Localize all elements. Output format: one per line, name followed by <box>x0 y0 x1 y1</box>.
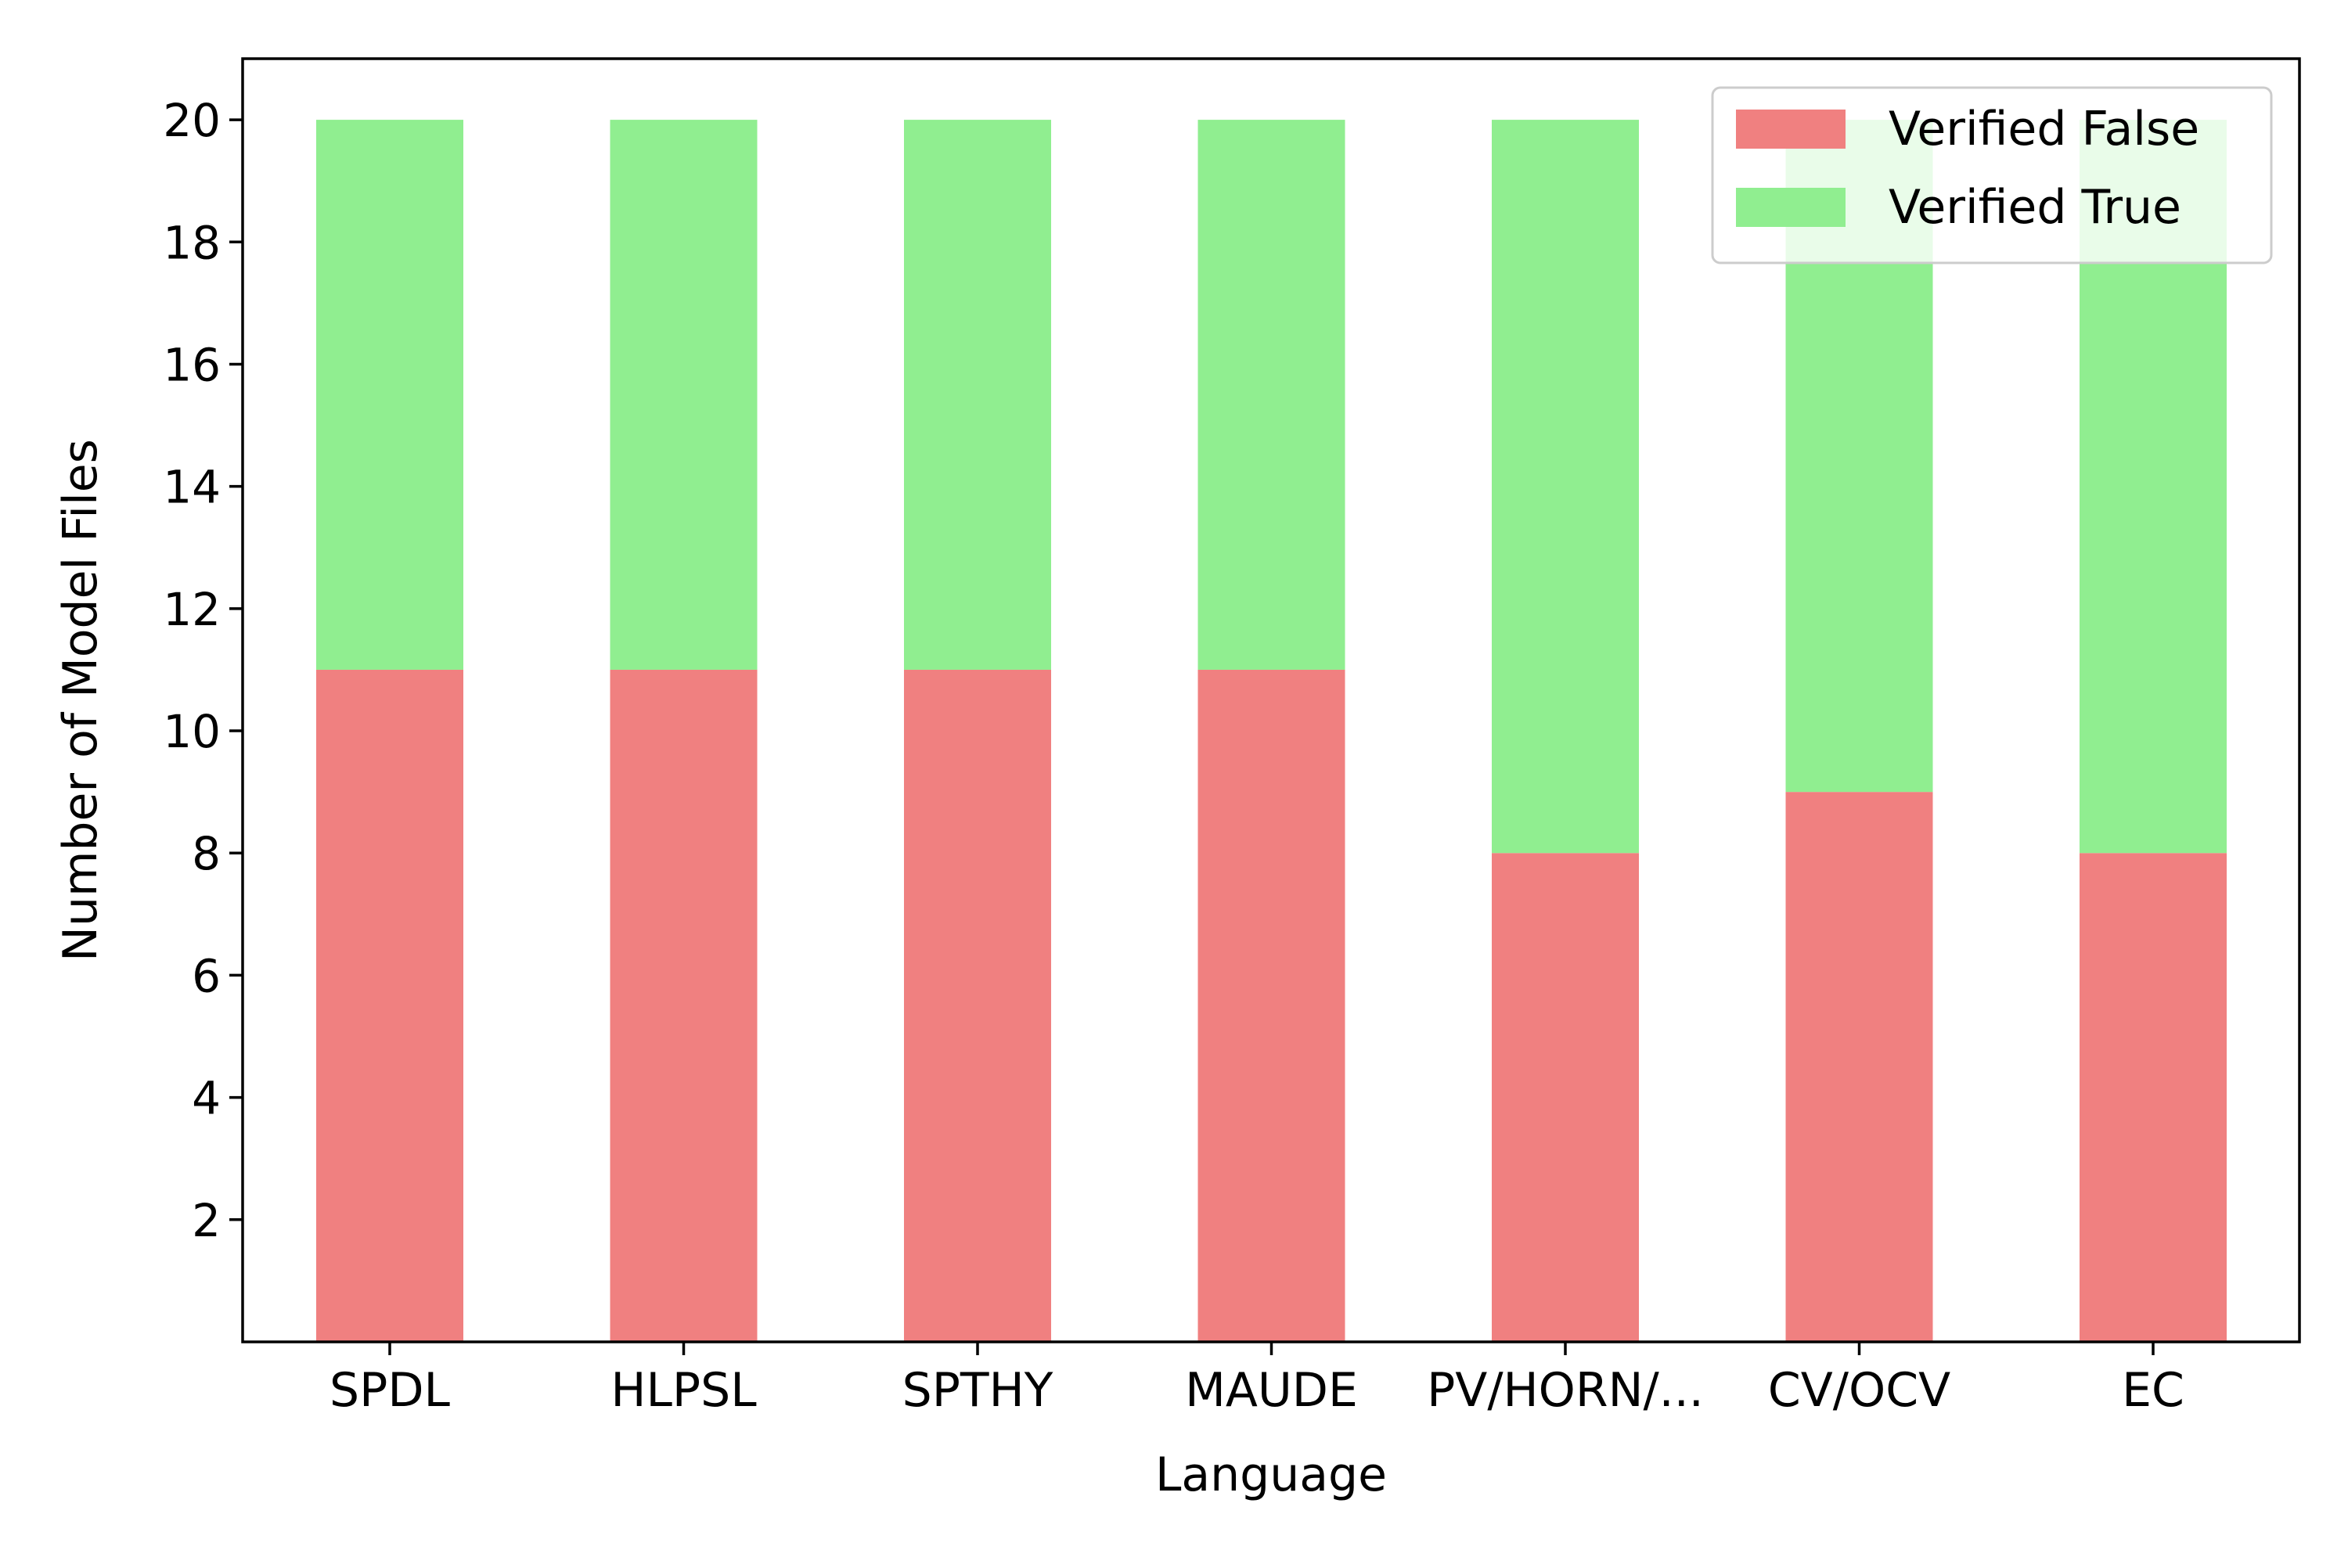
bar-verified-false <box>1492 853 1639 1342</box>
bar-verified-false <box>1785 792 1933 1342</box>
x-tick-label: CV/OCV <box>1768 1363 1950 1418</box>
bar-verified-true <box>610 120 758 670</box>
bar-verified-false <box>610 669 758 1342</box>
bar-verified-false <box>1197 669 1345 1342</box>
bar-verified-true <box>316 120 463 670</box>
y-tick-label: 14 <box>163 461 221 514</box>
bar-verified-true <box>1197 120 1345 670</box>
y-tick-label: 8 <box>192 827 221 880</box>
legend-label: Verified False <box>1889 102 2199 156</box>
x-axis-label: Language <box>1155 1448 1387 1502</box>
y-tick-label: 12 <box>163 583 221 636</box>
legend: Verified False Verified True <box>1711 86 2273 264</box>
bar-verified-true <box>1492 120 1639 854</box>
y-tick-label: 20 <box>163 94 221 147</box>
x-tick-label: SPDL <box>330 1363 450 1418</box>
bar-verified-false <box>2080 853 2227 1342</box>
y-axis: 2 4 6 8 10 12 14 16 18 20 <box>163 94 243 1247</box>
x-tick-label: SPTHY <box>902 1363 1053 1418</box>
x-tick-label: MAUDE <box>1185 1363 1358 1418</box>
bars-layer <box>316 120 2227 1342</box>
y-tick-label: 16 <box>163 338 221 391</box>
y-tick-label: 6 <box>192 949 221 1002</box>
legend-swatch-verified-true <box>1736 188 1846 227</box>
y-axis-label: Number of Model Files <box>53 439 108 962</box>
y-tick-label: 4 <box>192 1072 221 1125</box>
x-axis: SPDL HLPSL SPTHY MAUDE PV/HORN/... CV/OCV EC <box>330 1342 2184 1418</box>
x-tick-label: EC <box>2122 1363 2184 1418</box>
bar-verified-true <box>904 120 1051 670</box>
x-tick-label: PV/HORN/... <box>1427 1363 1704 1418</box>
y-tick-label: 2 <box>192 1194 221 1247</box>
legend-swatch-verified-false <box>1736 110 1846 149</box>
legend-box <box>1711 86 2273 264</box>
bar-verified-false <box>904 669 1051 1342</box>
x-tick-label: HLPSL <box>610 1363 757 1418</box>
legend-label: Verified True <box>1889 180 2181 235</box>
bar-verified-false <box>316 669 463 1342</box>
y-tick-label: 10 <box>163 705 221 758</box>
y-tick-label: 18 <box>163 216 221 269</box>
